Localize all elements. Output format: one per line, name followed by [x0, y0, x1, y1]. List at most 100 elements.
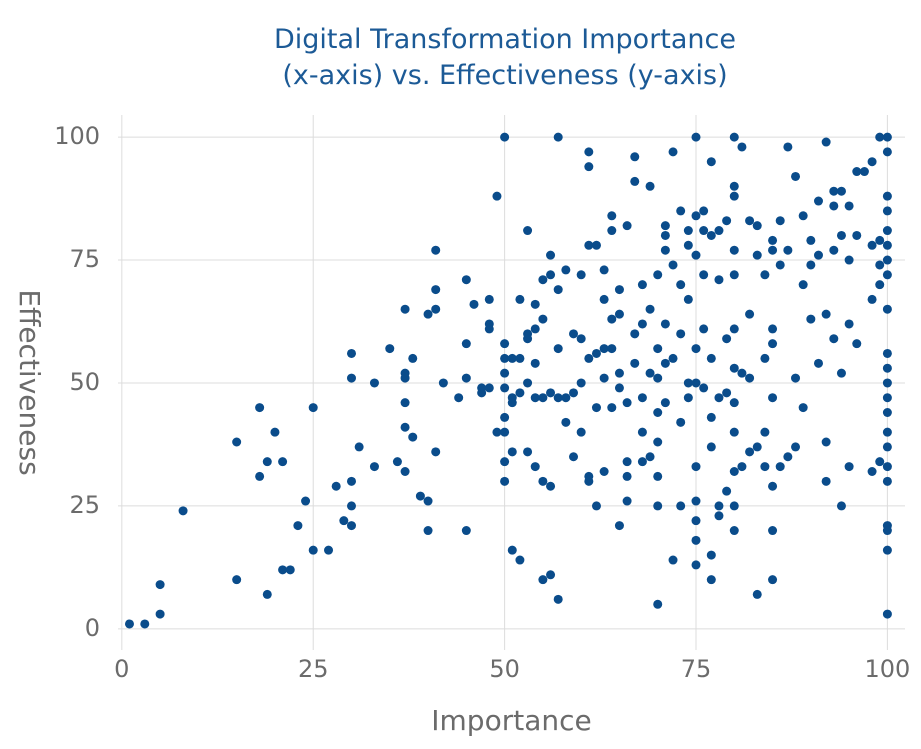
point [423, 309, 433, 319]
point [538, 314, 548, 324]
point [660, 230, 670, 240]
point [867, 240, 877, 250]
point [645, 368, 655, 378]
point [553, 344, 563, 354]
point [729, 363, 739, 373]
point [737, 142, 747, 152]
point [500, 427, 510, 437]
point [308, 403, 318, 413]
point [423, 526, 433, 536]
point [706, 575, 716, 585]
point [676, 501, 686, 511]
point [729, 398, 739, 408]
point [599, 373, 609, 383]
point [691, 462, 701, 472]
point [729, 245, 739, 255]
point [523, 378, 533, 388]
point [232, 575, 242, 585]
point [737, 368, 747, 378]
x-tick-label: 100 [864, 655, 910, 683]
point [140, 619, 150, 629]
point [546, 250, 556, 260]
point [285, 565, 295, 575]
point [806, 260, 816, 270]
point [836, 230, 846, 240]
point [546, 570, 556, 580]
point [882, 378, 892, 388]
point [515, 294, 525, 304]
point [400, 304, 410, 314]
point [484, 383, 494, 393]
point [882, 393, 892, 403]
point [760, 270, 770, 280]
point [714, 226, 724, 236]
point [369, 378, 379, 388]
point [155, 580, 165, 590]
point [882, 476, 892, 486]
point [262, 457, 272, 467]
point [354, 442, 364, 452]
point [584, 162, 594, 172]
point [813, 196, 823, 206]
point [798, 280, 808, 290]
point [836, 368, 846, 378]
point [637, 280, 647, 290]
point [768, 526, 778, 536]
x-tick-label: 0 [114, 655, 129, 683]
point [875, 132, 885, 142]
point [668, 555, 678, 565]
point [668, 353, 678, 363]
point [852, 230, 862, 240]
point [714, 275, 724, 285]
point [844, 319, 854, 329]
point [676, 280, 686, 290]
point [438, 378, 448, 388]
point [706, 550, 716, 560]
chart-title: Digital Transformation Importance (x-axi… [273, 24, 737, 91]
point [523, 447, 533, 457]
point [791, 373, 801, 383]
point [729, 427, 739, 437]
point [569, 388, 579, 398]
point [484, 319, 494, 329]
point [538, 275, 548, 285]
point [676, 206, 686, 216]
point [699, 383, 709, 393]
point [760, 427, 770, 437]
point [546, 481, 556, 491]
point [614, 383, 624, 393]
point [599, 265, 609, 275]
point [660, 245, 670, 255]
point [591, 501, 601, 511]
point [538, 575, 548, 585]
point [660, 319, 670, 329]
point [653, 270, 663, 280]
point [813, 250, 823, 260]
point [829, 334, 839, 344]
point [385, 344, 395, 354]
point [882, 348, 892, 358]
point [553, 594, 563, 604]
point [729, 181, 739, 191]
point [737, 462, 747, 472]
point [775, 462, 785, 472]
point [699, 270, 709, 280]
point [783, 452, 793, 462]
point [339, 516, 349, 526]
point [569, 452, 579, 462]
point [255, 403, 265, 413]
point [875, 457, 885, 467]
point [630, 329, 640, 339]
point [500, 457, 510, 467]
point [515, 555, 525, 565]
point [729, 132, 739, 142]
point [415, 491, 425, 501]
point [859, 167, 869, 177]
point [875, 280, 885, 290]
point [346, 348, 356, 358]
point [538, 476, 548, 486]
point [637, 457, 647, 467]
point [576, 427, 586, 437]
point [599, 294, 609, 304]
point [507, 393, 517, 403]
